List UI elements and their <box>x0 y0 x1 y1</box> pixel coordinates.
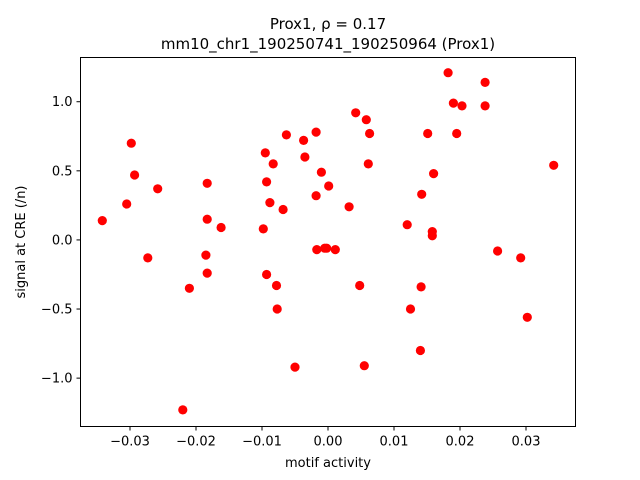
data-point <box>316 167 326 177</box>
data-point <box>299 135 309 145</box>
data-point <box>312 245 322 255</box>
data-point <box>311 127 321 137</box>
data-point <box>457 101 467 111</box>
x-tick-label: 0.00 <box>314 435 343 450</box>
y-tick-label: 0.5 <box>52 164 73 179</box>
data-point <box>416 282 426 292</box>
data-point <box>448 98 458 108</box>
data-point <box>480 101 490 111</box>
x-tick-label: −0.02 <box>176 435 216 450</box>
data-point <box>549 160 559 170</box>
y-axis-ticks: −1.0 −0.5 0.0 0.5 1.0 <box>41 95 81 387</box>
data-point <box>427 231 437 241</box>
x-tick-label: 0.01 <box>380 435 409 450</box>
data-point <box>126 138 136 148</box>
data-point <box>202 268 212 278</box>
y-tick-label: 1.0 <box>52 95 73 110</box>
data-point <box>262 269 272 280</box>
x-axis-ticks: −0.03 −0.02 −0.01 0.00 0.01 0.02 0.03 <box>110 426 541 450</box>
data-point <box>184 283 194 293</box>
data-point <box>361 115 371 125</box>
data-point <box>365 128 375 139</box>
data-point <box>268 159 278 169</box>
data-point <box>262 177 272 187</box>
data-point <box>271 280 282 291</box>
data-point <box>522 312 532 322</box>
data-point <box>278 204 288 215</box>
data-point <box>423 128 433 139</box>
data-point <box>480 77 490 87</box>
data-point <box>281 130 291 140</box>
data-point <box>516 253 526 263</box>
y-tick-label: −1.0 <box>41 372 73 387</box>
x-tick-label: −0.01 <box>242 435 282 450</box>
data-point <box>290 362 300 372</box>
chart-title-line2: mm10_chr1_190250741_190250964 (Prox1) <box>161 35 495 54</box>
data-point <box>417 189 427 199</box>
data-point <box>324 181 334 191</box>
data-point <box>178 405 188 415</box>
data-point <box>258 224 268 234</box>
x-tick-label: 0.03 <box>512 435 541 450</box>
y-tick-label: −0.5 <box>41 303 73 318</box>
x-tick-label: −0.03 <box>110 435 150 450</box>
data-point <box>216 222 226 233</box>
data-point <box>363 159 373 169</box>
data-point <box>300 152 310 162</box>
data-point <box>202 214 212 224</box>
data-point <box>452 128 462 139</box>
data-point <box>122 199 132 209</box>
data-point <box>402 220 412 230</box>
data-point <box>130 170 140 180</box>
data-point <box>351 108 361 118</box>
data-point <box>359 361 369 371</box>
data-point <box>493 246 503 256</box>
data-point <box>202 178 212 188</box>
chart-title-line1: Prox1, ρ = 0.17 <box>270 15 386 33</box>
x-axis-label: motif activity <box>285 456 371 471</box>
data-point <box>443 68 453 78</box>
data-point <box>260 148 270 158</box>
y-axis-label: signal at CRE (/n) <box>14 185 29 298</box>
data-point <box>153 184 163 194</box>
data-point <box>405 304 416 314</box>
data-point <box>201 250 211 260</box>
data-points <box>97 68 559 415</box>
data-point <box>344 202 354 212</box>
data-point <box>415 345 425 356</box>
data-point <box>330 245 340 255</box>
data-point <box>311 191 321 201</box>
data-point <box>322 243 332 253</box>
data-point <box>143 253 153 263</box>
data-point <box>265 198 275 208</box>
data-point <box>97 216 107 226</box>
data-point <box>429 169 439 179</box>
data-point <box>355 280 365 291</box>
data-point <box>272 304 282 314</box>
x-tick-label: 0.02 <box>446 435 475 450</box>
y-tick-label: 0.0 <box>52 233 73 248</box>
